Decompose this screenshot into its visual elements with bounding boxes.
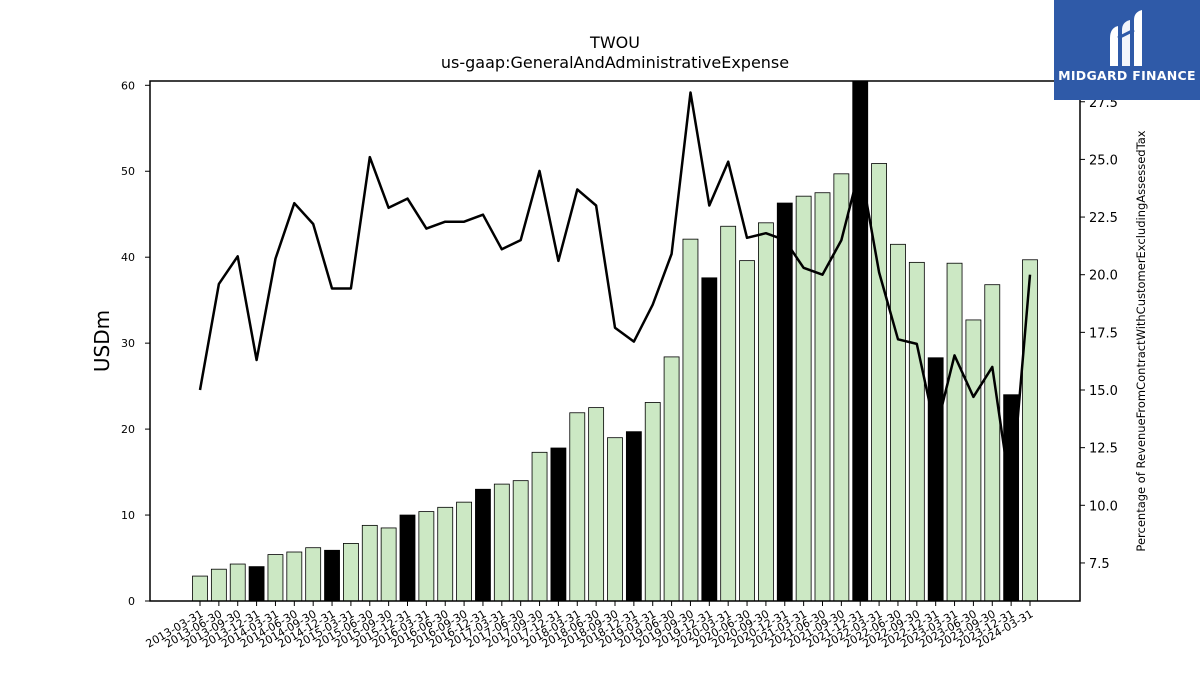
bar-2023-06-30	[965, 319, 982, 602]
bar-2019-09-30	[682, 238, 699, 602]
bar-2019-12-31	[701, 277, 718, 602]
bar-2022-12-31	[927, 357, 944, 602]
bar-2016-12-31	[475, 488, 491, 602]
bar-2016-03-31	[418, 511, 435, 602]
bar-2015-12-31	[399, 514, 416, 602]
x-axis: 2013-03-312013-06-302013-09-302013-12-31…	[144, 601, 1036, 651]
bar-2018-09-30	[607, 437, 623, 602]
y2-tick-label: 15.0	[1089, 384, 1118, 399]
bar-2013-06-30	[210, 568, 227, 602]
y2-tick-label: 20.0	[1089, 269, 1118, 284]
bar-2018-06-30	[588, 407, 605, 602]
y2-axis-label: Percentage of RevenueFromContractWithCus…	[1134, 130, 1148, 551]
bar-2014-12-31	[324, 549, 340, 602]
bar-2015-03-31	[343, 543, 359, 602]
bar-2022-09-30	[908, 261, 925, 602]
bar-2024-03-31	[1022, 259, 1038, 602]
y2-tick-label: 25.0	[1089, 153, 1118, 168]
bar-2021-03-31	[795, 195, 812, 602]
logo-text: MIDGARD FINANCE	[1058, 68, 1196, 83]
ratio-line	[198, 91, 1032, 498]
brand-logo: MIDGARD FINANCE	[1054, 0, 1200, 100]
bar-2023-09-30	[984, 284, 1001, 602]
bar-series	[192, 80, 1038, 602]
bar-2013-09-30	[229, 563, 246, 602]
bar-2017-06-30	[512, 480, 529, 602]
midgard-logo-icon	[1110, 10, 1142, 66]
y-tick-label: 20	[121, 423, 135, 436]
y2-tick-label: 12.5	[1089, 442, 1118, 457]
y-tick-label: 0	[128, 595, 135, 608]
bar-2022-06-30	[890, 243, 906, 602]
bar-2015-06-30	[361, 524, 378, 602]
bar-2017-12-31	[550, 447, 567, 602]
y-tick-label: 40	[121, 251, 135, 264]
bar-2018-03-31	[569, 412, 586, 602]
y-tick-label: 60	[121, 79, 135, 92]
chart-title: TWOU	[589, 33, 640, 52]
bar-2017-03-31	[493, 483, 510, 602]
bar-2020-09-30	[758, 222, 774, 602]
y-axis: 0 10 20 30 40 50 60	[121, 79, 150, 608]
bar-2020-12-31	[776, 202, 793, 602]
y-tick-label: 10	[121, 509, 135, 522]
bar-2016-09-30	[456, 501, 472, 602]
ratio-line-series	[198, 91, 1032, 498]
y2-tick-label: 17.5	[1089, 326, 1118, 341]
bar-2014-09-30	[305, 547, 322, 602]
y2-axis: 7.510.012.515.017.520.022.525.027.5	[1080, 96, 1118, 572]
bar-2013-03-31	[192, 575, 208, 602]
bar-2013-12-31	[248, 566, 265, 602]
bar-2015-09-30	[380, 527, 397, 602]
y2-tick-label: 7.5	[1089, 557, 1110, 572]
bar-2014-06-30	[286, 551, 303, 602]
bar-2019-06-30	[663, 356, 680, 602]
bar-2020-03-31	[720, 225, 737, 602]
bar-2014-03-31	[267, 554, 284, 602]
chart-subtitle: us-gaap:GeneralAndAdministrativeExpense	[441, 53, 789, 72]
y-tick-label: 50	[121, 165, 135, 178]
bar-2019-03-31	[644, 402, 661, 602]
y2-tick-label: 10.0	[1089, 499, 1118, 514]
plot-frame	[149, 80, 1081, 602]
y-axis-label: USDm	[90, 310, 114, 372]
bar-2022-03-31	[871, 163, 887, 602]
bar-2017-09-30	[531, 451, 548, 602]
y-tick-label: 30	[121, 337, 135, 350]
bar-2023-03-31	[946, 262, 963, 602]
bar-2021-06-30	[814, 192, 831, 602]
bar-2020-06-30	[739, 260, 755, 602]
bar-2018-12-31	[625, 431, 642, 602]
y2-tick-label: 22.5	[1089, 211, 1118, 226]
bar-2021-12-31	[852, 80, 869, 602]
bar-2016-06-30	[437, 506, 454, 602]
